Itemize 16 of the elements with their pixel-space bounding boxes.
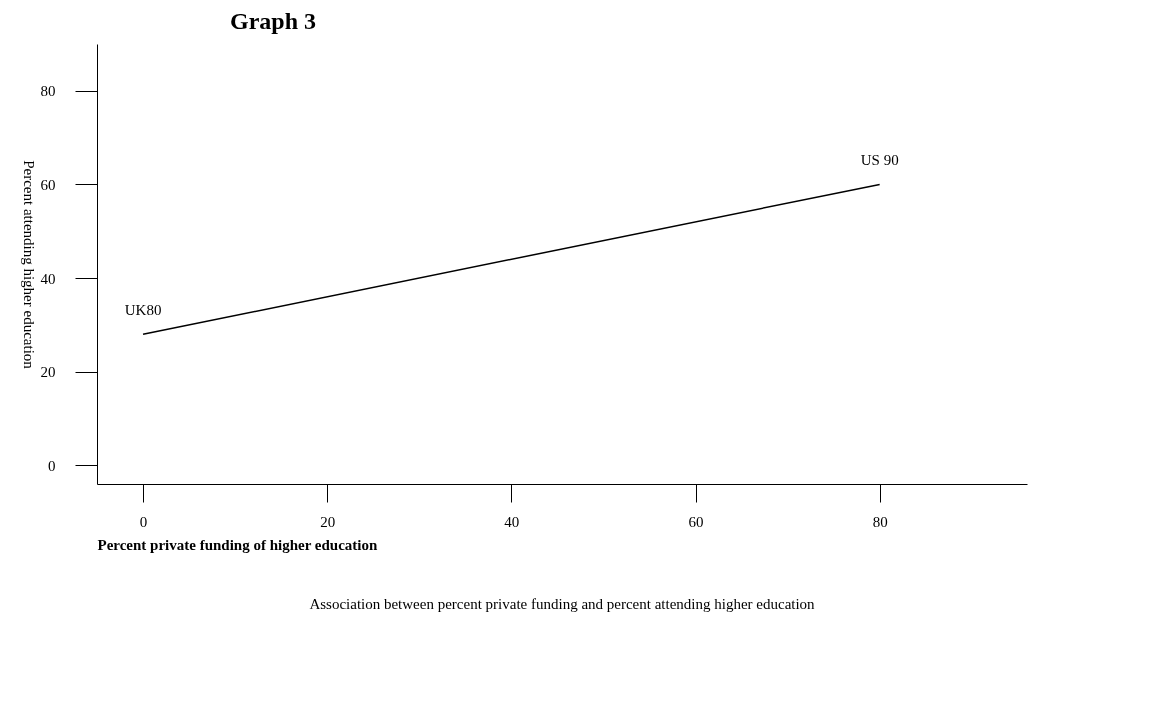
- chart-title: Graph 3: [230, 8, 317, 34]
- y-tick-label: 20: [40, 364, 56, 381]
- y-tick-label: 40: [40, 270, 56, 287]
- y-tick-label: 80: [40, 83, 56, 100]
- text: Association between percent private funding and percent attending higher education: [309, 596, 816, 612]
- x-tick-label: 0: [139, 513, 148, 530]
- annotation: UK80: [124, 302, 162, 319]
- annotation: US 90: [860, 152, 899, 169]
- x-tick-label: 20: [320, 513, 336, 530]
- y-tick-label: 0: [48, 457, 56, 474]
- x-tick-label: 40: [504, 513, 520, 530]
- y-tick-label: 60: [40, 176, 56, 193]
- x-axis-title: Percent private funding of higher education: [97, 536, 379, 553]
- y-axis-title: Percent attending higher education: [20, 160, 37, 370]
- x-tick-label: 60: [688, 513, 704, 530]
- x-tick-label: 80: [872, 513, 888, 530]
